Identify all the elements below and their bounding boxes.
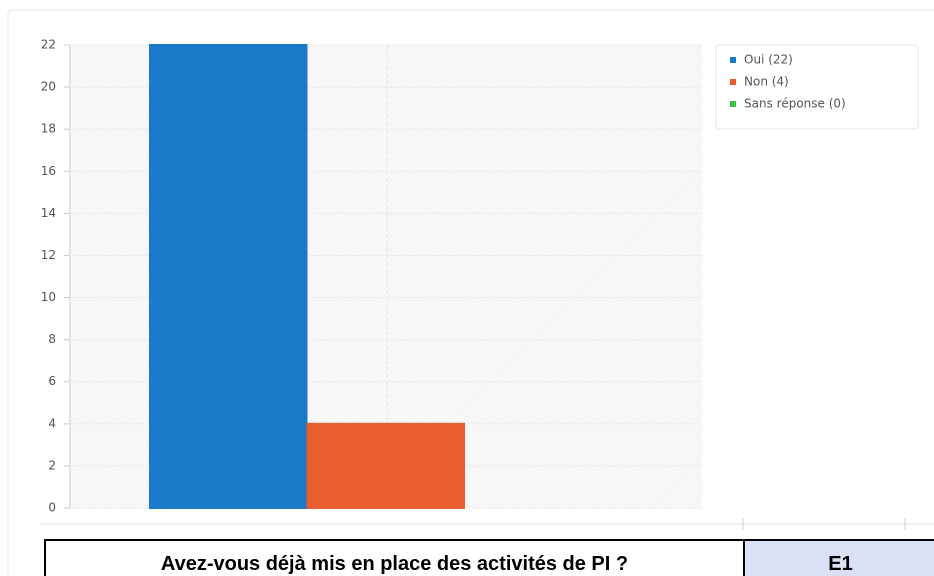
- y-tick-label: 10: [41, 290, 56, 304]
- y-tick-label: 0: [48, 501, 56, 515]
- table-header-cell: Avez-vous déjà mis en place des activité…: [46, 541, 745, 576]
- card: [7, 9, 934, 574]
- legend-swatch: [730, 79, 736, 85]
- y-tick-label: 14: [41, 206, 56, 220]
- table: Avez-vous déjà mis en place des activité…: [44, 539, 934, 576]
- table-header-cell: E1: [745, 541, 934, 576]
- y-tick-label: 12: [41, 248, 56, 262]
- y-tick-label: 22: [41, 38, 56, 52]
- y-tick-label: 2: [48, 458, 56, 472]
- bar: [306, 422, 465, 509]
- legend: [715, 44, 919, 130]
- legend-swatch: [730, 101, 736, 107]
- y-tick-label: 20: [41, 80, 56, 94]
- y-tick-label: 8: [48, 332, 56, 346]
- y-tick-label: 6: [48, 374, 56, 388]
- y-tick-label: 4: [48, 416, 56, 430]
- y-tick-label: 16: [41, 164, 56, 178]
- bar: [149, 44, 308, 509]
- legend-label: Sans réponse (0): [744, 97, 846, 111]
- legend-swatch: [730, 57, 736, 63]
- y-tick-label: 18: [41, 122, 56, 136]
- legend-label: Non (4): [744, 75, 789, 89]
- legend-label: Oui (22): [744, 53, 793, 67]
